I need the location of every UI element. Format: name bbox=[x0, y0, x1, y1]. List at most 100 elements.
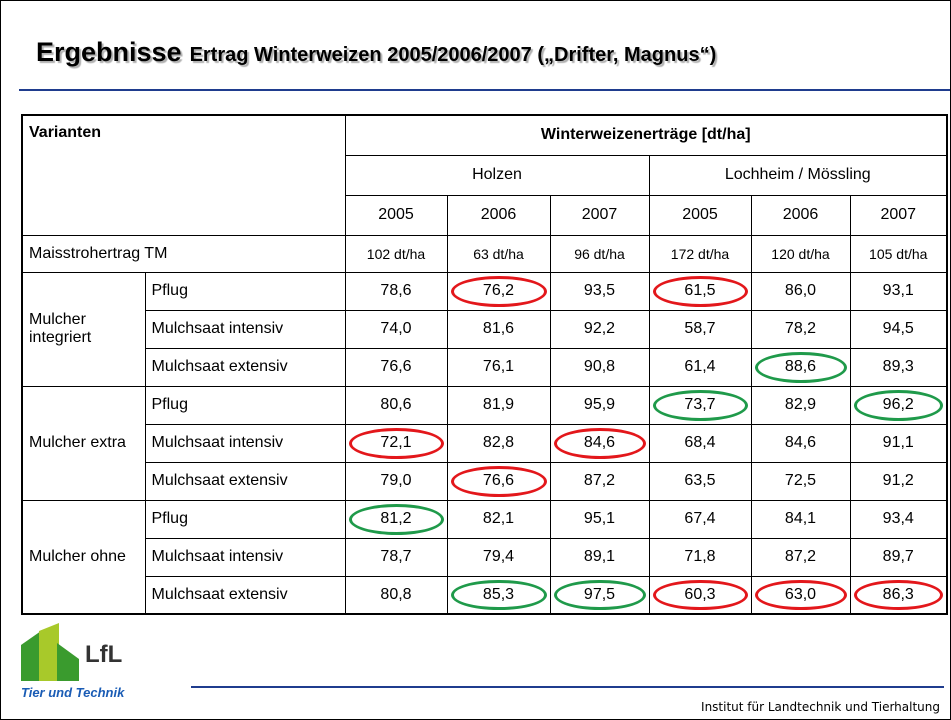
variant-cell: Mulchsaat extensiv bbox=[144, 575, 346, 615]
table-row: Mulchsaat extensiv 76,6 76,1 90,8 61,4 88,6 89… bbox=[22, 347, 948, 387]
value-text: 93,1 bbox=[882, 282, 914, 299]
value-cell: 82,9 bbox=[750, 385, 851, 425]
slide-title: Ergebnisse Ertrag Winterweizen 2005/2006/… bbox=[36, 37, 716, 68]
value-cell: 78,2 bbox=[750, 309, 851, 349]
value-cell: 63,5 bbox=[648, 461, 752, 501]
logo-leaf bbox=[39, 623, 59, 681]
tagline: Tier und Technik bbox=[21, 685, 125, 700]
variant-cell: Mulchsaat intensiv bbox=[144, 423, 346, 463]
year-cell: 2007 bbox=[549, 194, 650, 236]
value-text: 89,3 bbox=[882, 358, 914, 375]
value-cell: 78,7 bbox=[344, 537, 448, 577]
value-cell: 72,5 bbox=[750, 461, 851, 501]
table-row: Mulchsaat intensiv 72,1 82,8 84,6 68,4 84,6 91… bbox=[22, 423, 948, 463]
value-cell: 92,2 bbox=[549, 309, 650, 349]
value-text: 92,2 bbox=[583, 320, 616, 337]
value-text: 76,2 bbox=[482, 282, 515, 299]
value-text: 87,2 bbox=[583, 472, 616, 489]
value-cell: 89,3 bbox=[849, 347, 948, 387]
value-cell: 82,1 bbox=[446, 499, 551, 539]
logo-leaf bbox=[21, 631, 41, 681]
value-cell: 68,4 bbox=[648, 423, 752, 463]
value-text: 86,3 bbox=[882, 585, 914, 603]
value-cell: 80,6 bbox=[344, 385, 448, 425]
value-text: 72,5 bbox=[784, 472, 817, 489]
value-text: 81,2 bbox=[380, 510, 412, 527]
value-cell: 79,4 bbox=[446, 537, 551, 577]
value-cell: 85,3 bbox=[446, 575, 551, 615]
value-text: 67,4 bbox=[684, 510, 716, 527]
value-cell: 60,3 bbox=[648, 575, 752, 615]
value-cell: 89,7 bbox=[849, 537, 948, 577]
value-text: 76,6 bbox=[380, 358, 412, 375]
value-text: 84,1 bbox=[784, 510, 817, 527]
value-text: 80,6 bbox=[380, 396, 412, 413]
site-cell: Lochheim / Mössling bbox=[648, 154, 948, 196]
value-text: 90,8 bbox=[583, 358, 616, 375]
variant-cell: Pflug bbox=[144, 271, 346, 311]
value-text: 93,5 bbox=[583, 282, 616, 299]
value-cell: 88,6 bbox=[750, 347, 851, 387]
variant-cell: Pflug bbox=[144, 499, 346, 539]
value-cell: 61,5 bbox=[648, 271, 752, 311]
value-cell: 79,0 bbox=[344, 461, 448, 501]
value-text: 89,1 bbox=[583, 548, 616, 565]
footer-rule bbox=[191, 686, 944, 688]
value-cell: 61,4 bbox=[648, 347, 752, 387]
value-cell: 73,7 bbox=[648, 385, 752, 425]
value-text: 81,6 bbox=[482, 320, 515, 337]
value-cell: 76,6 bbox=[344, 347, 448, 387]
value-text: 74,0 bbox=[380, 320, 412, 337]
logo-leaf bbox=[57, 643, 79, 681]
value-text: 58,7 bbox=[684, 320, 716, 337]
value-text: 72,1 bbox=[380, 434, 412, 451]
value-cell: 81,6 bbox=[446, 309, 551, 349]
value-cell: 84,1 bbox=[750, 499, 851, 539]
value-text: 78,2 bbox=[784, 320, 817, 337]
value-cell: 76,1 bbox=[446, 347, 551, 387]
table-row: Holzen Lochheim / Mössling bbox=[22, 154, 948, 196]
value-cell: 96,2 bbox=[849, 385, 948, 425]
value-cell: 72,1 bbox=[344, 423, 448, 463]
value-cell: 90,8 bbox=[549, 347, 650, 387]
value-cell: 74,0 bbox=[344, 309, 448, 349]
value-cell: 93,4 bbox=[849, 499, 948, 539]
value-cell: 80,8 bbox=[344, 575, 448, 615]
value-text: 91,2 bbox=[882, 472, 914, 489]
value-text: 78,6 bbox=[380, 282, 412, 299]
variant-cell: Mulchsaat extensiv bbox=[144, 461, 346, 501]
value-text: 76,1 bbox=[482, 358, 515, 375]
table-row: Mulchsaat extensiv 80,8 85,3 97,5 60,3 63,0 86… bbox=[22, 575, 948, 615]
value-text: 87,2 bbox=[784, 548, 817, 565]
table-row: Mulcher integriert Pflug 78,6 76,2 93,5 61,5 8… bbox=[21, 271, 948, 387]
title-main: Ergebnisse bbox=[36, 37, 182, 67]
table-row: 2005 2006 2007 2005 2006 2007 bbox=[22, 194, 948, 236]
value-text: 81,9 bbox=[482, 396, 515, 413]
straw-cell: 172 dt/ha bbox=[648, 234, 752, 273]
value-text: 96,2 bbox=[882, 396, 914, 413]
logo-mark bbox=[21, 623, 79, 681]
value-text: 73,7 bbox=[684, 396, 716, 413]
value-cell: 82,8 bbox=[446, 423, 551, 463]
value-cell: 71,8 bbox=[648, 537, 752, 577]
variant-cell: Mulchsaat intensiv bbox=[144, 537, 346, 577]
value-cell: 67,4 bbox=[648, 499, 752, 539]
value-text: 80,8 bbox=[380, 585, 412, 603]
value-text: 82,8 bbox=[482, 434, 515, 451]
straw-label: Maisstrohertrag TM bbox=[21, 234, 346, 273]
variant-cell: Mulchsaat intensiv bbox=[144, 309, 346, 349]
value-text: 71,8 bbox=[684, 548, 716, 565]
value-text: 93,4 bbox=[882, 510, 914, 527]
logo-text: LfL bbox=[85, 641, 123, 668]
year-cell: 2006 bbox=[446, 194, 551, 236]
value-cell: 78,6 bbox=[344, 271, 448, 311]
year-cell: 2005 bbox=[344, 194, 448, 236]
value-cell: 94,5 bbox=[849, 309, 948, 349]
value-cell: 76,2 bbox=[446, 271, 551, 311]
value-cell: 97,5 bbox=[549, 575, 650, 615]
value-cell: 89,1 bbox=[549, 537, 650, 577]
value-text: 63,5 bbox=[684, 472, 716, 489]
value-text: 94,5 bbox=[882, 320, 914, 337]
table-row: Mulcher extra Pflug 80,6 81,9 95,9 73,7 82,9 96… bbox=[21, 385, 948, 501]
